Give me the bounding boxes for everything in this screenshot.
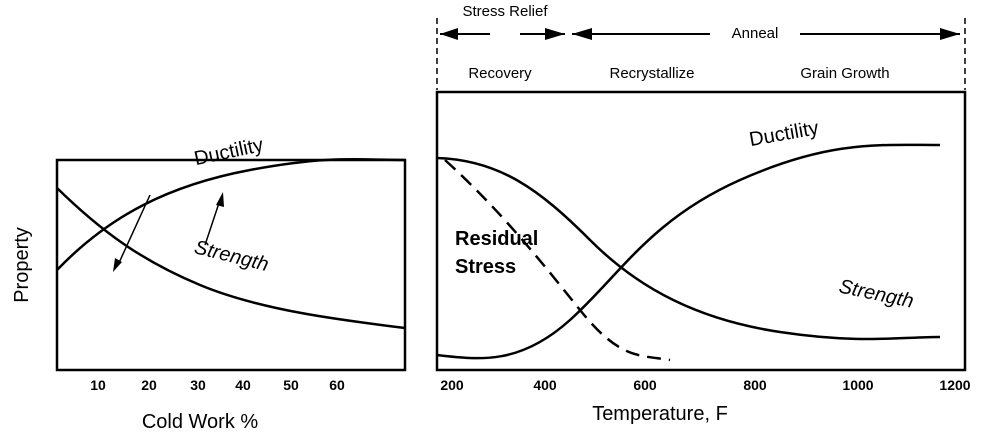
left-strength-curve bbox=[56, 187, 406, 330]
x-tick-label: 1000 bbox=[842, 377, 873, 393]
arrowhead bbox=[440, 28, 458, 40]
label: Strength bbox=[837, 276, 916, 313]
arrow bbox=[204, 199, 221, 246]
stage-label: Anneal bbox=[732, 25, 779, 42]
arrowhead bbox=[113, 258, 122, 272]
x-tick-label: 20 bbox=[141, 377, 157, 393]
x-tick-label: 50 bbox=[283, 377, 299, 393]
right-strength-curve bbox=[436, 156, 941, 341]
left-ductility-curve bbox=[56, 157, 406, 271]
label: Residual Stress bbox=[455, 228, 539, 278]
label: Strength bbox=[192, 236, 271, 276]
x-tick-label: 1200 bbox=[939, 377, 970, 393]
x-tick-label: 400 bbox=[533, 377, 557, 393]
arrowhead bbox=[572, 28, 592, 40]
label-box: Residual Stress bbox=[455, 228, 539, 278]
stage-label: Stress Relief bbox=[462, 3, 548, 20]
y-axis-label: Property bbox=[11, 227, 33, 303]
x-axis-label: Cold Work % bbox=[142, 411, 259, 433]
label: Ductility bbox=[748, 117, 821, 151]
x-axis-label: Temperature, F bbox=[592, 403, 728, 425]
stage-label: Grain Growth bbox=[800, 65, 889, 82]
stage-text: Stress Relief bbox=[462, 3, 548, 20]
right-plot-frame bbox=[435, 90, 967, 372]
x-tick-label: 30 bbox=[190, 377, 206, 393]
arrowhead bbox=[545, 28, 565, 40]
x-tick-label: 60 bbox=[329, 377, 345, 393]
residual-stress-curve bbox=[444, 159, 671, 362]
arrowhead bbox=[940, 28, 960, 40]
stage-label: Recrystallize bbox=[609, 65, 694, 82]
arrow bbox=[117, 194, 151, 266]
x-tick-label: 200 bbox=[440, 377, 464, 393]
right-ductility-curve bbox=[436, 143, 941, 360]
x-tick-label: 40 bbox=[235, 377, 251, 393]
arrowhead bbox=[216, 192, 224, 207]
x-tick-label: 600 bbox=[633, 377, 657, 393]
stage-label: Recovery bbox=[468, 65, 532, 82]
left-plot-frame bbox=[55, 158, 407, 372]
x-tick-label: 800 bbox=[743, 377, 767, 393]
x-tick-label: 10 bbox=[90, 377, 106, 393]
label: Ductility bbox=[192, 134, 265, 170]
